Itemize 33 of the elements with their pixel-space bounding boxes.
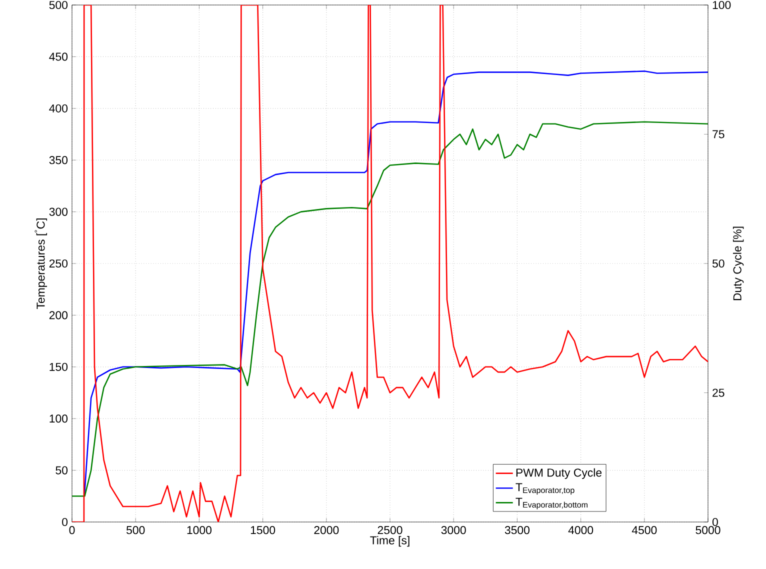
y-tick-label: 400 <box>49 104 68 112</box>
y2-tick-label: 75 <box>712 130 724 138</box>
x-tick-label: 5000 <box>696 526 720 534</box>
y-tick-label: 50 <box>56 466 68 474</box>
x-tick-label: 500 <box>126 526 145 534</box>
y-tick-label: 300 <box>49 208 68 216</box>
legend-label: $\text{T}_{\text{Evaporator,bottom}}$ <box>516 498 588 510</box>
legend-label: $\text{T}_{\text{Evaporator,top}}$ <box>516 483 574 495</box>
y-tick-label: 450 <box>49 52 68 61</box>
x-tick-label: 3500 <box>504 526 530 534</box>
y-tick-label: 0 <box>62 518 68 526</box>
x-tick-label: 2500 <box>378 526 402 534</box>
y2-tick-label: 50 <box>712 259 724 268</box>
y2-tick-label: 100 <box>712 0 731 10</box>
x-axis-title: Time [s] <box>370 536 410 547</box>
y-axis-title: Temperatures [$^{°}$C] <box>34 218 48 310</box>
y2-tick-label: 0 <box>712 518 718 526</box>
legend-label: PWM Duty Cycle <box>516 468 602 479</box>
y-tick-label: 200 <box>49 311 68 320</box>
y2-axis-title: Duty Cycle [%] <box>732 226 744 300</box>
x-tick-label: 2000 <box>314 526 339 534</box>
y-tick-label: 350 <box>49 156 68 164</box>
x-tick-label: 4000 <box>568 526 594 534</box>
y-tick-label: 150 <box>50 362 68 371</box>
x-tick-label: 1500 <box>250 526 276 534</box>
y-tick-label: 250 <box>49 259 68 268</box>
y-tick-label: 500 <box>49 0 68 10</box>
x-tick-label: 4500 <box>632 526 657 534</box>
x-tick-label: 1000 <box>187 526 212 534</box>
x-tick-label: 0 <box>69 526 75 534</box>
x-tick-label: 3000 <box>441 526 466 534</box>
y2-tick-label: 25 <box>712 388 724 397</box>
y-tick-label: 100 <box>50 414 68 423</box>
